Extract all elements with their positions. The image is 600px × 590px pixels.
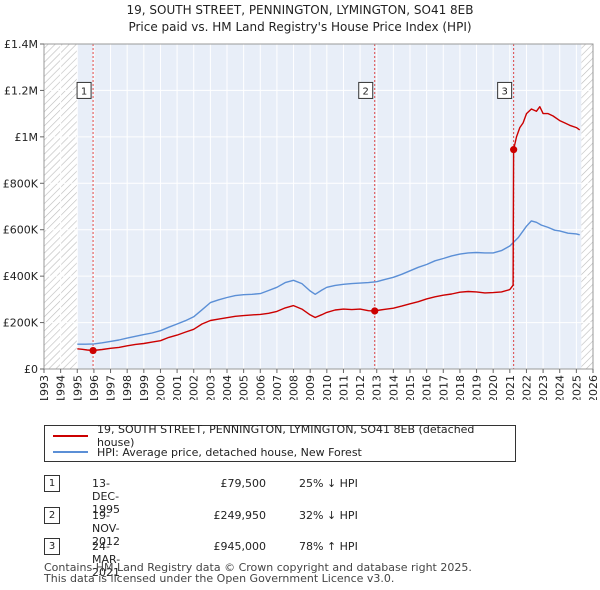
y-tick-label: £800K bbox=[3, 177, 39, 190]
x-tick-label: 2003 bbox=[204, 375, 217, 400]
transaction-marker-box bbox=[76, 81, 92, 99]
x-tick-label: 2007 bbox=[271, 375, 284, 400]
sale-point bbox=[510, 146, 518, 154]
x-tick-label: 2024 bbox=[554, 375, 567, 400]
transaction-price: £79,500 bbox=[220, 477, 267, 490]
legend-label-hpi: HPI: Average price, detached house, New … bbox=[97, 445, 362, 459]
transaction-hpi: 78% ↑ HPI bbox=[299, 540, 358, 553]
x-tick-label: 2014 bbox=[387, 375, 400, 400]
x-tick-label: 2012 bbox=[354, 375, 367, 400]
transaction-number: 1 bbox=[44, 475, 60, 492]
transaction-marker-box bbox=[358, 81, 374, 99]
transaction-number: 3 bbox=[44, 538, 60, 555]
transaction-price: £945,000 bbox=[213, 540, 267, 553]
transaction-date: 19-NOV-2012 bbox=[92, 509, 120, 548]
x-tick-label: 1999 bbox=[138, 375, 151, 400]
legend-swatch-hpi bbox=[53, 451, 88, 453]
x-tick-label: 2025 bbox=[570, 375, 583, 400]
x-tick-label: 2022 bbox=[520, 375, 533, 400]
footer-copyright: Contains HM Land Registry data © Crown c… bbox=[44, 561, 472, 574]
x-tick-label: 2018 bbox=[454, 375, 467, 400]
property-series-line bbox=[77, 105, 581, 352]
x-tick-label: 2009 bbox=[304, 375, 317, 400]
y-tick-label: £1.4M bbox=[4, 38, 38, 51]
legend: 19, SOUTH STREET, PENNINGTON, LYMINGTON,… bbox=[44, 423, 516, 462]
x-tick-label: 2001 bbox=[171, 375, 184, 400]
hatched-region-after bbox=[581, 44, 593, 369]
y-tick-label: £0 bbox=[24, 363, 38, 376]
x-tick-label: 2013 bbox=[371, 375, 384, 400]
legend-swatch-property bbox=[53, 435, 88, 437]
chart-subtitle: Price paid vs. HM Land Registry's House … bbox=[128, 20, 472, 34]
x-tick-label: 2023 bbox=[537, 375, 550, 400]
legend-item-property: 19, SOUTH STREET, PENNINGTON, LYMINGTON,… bbox=[53, 423, 515, 449]
x-tick-label: 2011 bbox=[337, 375, 350, 400]
x-tick-label: 1993 bbox=[38, 375, 51, 400]
footer-licence: This data is licensed under the Open Gov… bbox=[44, 572, 395, 585]
y-tick-label: £1.2M bbox=[4, 84, 38, 97]
x-tick-label: 2005 bbox=[238, 375, 251, 400]
y-tick-label: £1M bbox=[15, 131, 39, 144]
transaction-date: 24-MAR-2021 bbox=[92, 540, 121, 579]
x-tick-label: 2004 bbox=[221, 375, 234, 400]
legend-label-property: 19, SOUTH STREET, PENNINGTON, LYMINGTON,… bbox=[96, 423, 475, 449]
transaction-marker-label: 2 bbox=[363, 86, 369, 97]
x-tick-label: 1994 bbox=[55, 375, 68, 400]
y-tick-label: £200K bbox=[3, 317, 39, 330]
x-tick-label: 2026 bbox=[587, 375, 600, 400]
y-tick-label: £600K bbox=[3, 224, 39, 237]
x-tick-label: 2000 bbox=[154, 375, 167, 400]
x-tick-label: 1998 bbox=[121, 375, 134, 400]
x-tick-label: 2006 bbox=[254, 375, 267, 400]
transaction-marker-label: 3 bbox=[501, 86, 507, 97]
transaction-marker-label: 1 bbox=[81, 86, 87, 97]
x-tick-label: 2008 bbox=[288, 375, 301, 400]
transaction-price: £249,950 bbox=[213, 509, 267, 522]
transaction-number: 2 bbox=[44, 507, 60, 524]
x-tick-label: 2002 bbox=[188, 375, 201, 400]
sale-point bbox=[371, 307, 379, 315]
transaction-hpi: 32% ↓ HPI bbox=[299, 509, 358, 522]
price-chart: 1 2 3 £0 £200K £400K £600K £800K £1M £1.2M £1.4M 1… bbox=[3, 38, 600, 400]
sale-point bbox=[89, 346, 97, 355]
chart-title: 19, SOUTH STREET, PENNINGTON, LYMINGTON,… bbox=[126, 3, 474, 17]
transaction-date: 13-DEC-1995 bbox=[92, 477, 120, 516]
y-tick-label: £400K bbox=[3, 270, 39, 283]
x-tick-label: 2017 bbox=[437, 375, 450, 400]
transaction-marker-box bbox=[497, 81, 513, 99]
x-tick-label: 2020 bbox=[487, 375, 500, 400]
x-tick-label: 1995 bbox=[71, 375, 84, 400]
x-tick-label: 2016 bbox=[421, 375, 434, 400]
x-tick-label: 2019 bbox=[471, 375, 484, 400]
x-tick-label: 2015 bbox=[404, 375, 417, 400]
transaction-hpi: 25% ↓ HPI bbox=[299, 477, 358, 490]
legend-item-hpi: HPI: Average price, detached house, New … bbox=[53, 445, 362, 459]
plot-frame bbox=[43, 43, 594, 370]
x-tick-label: 1997 bbox=[105, 375, 118, 400]
x-tick-label: 2021 bbox=[504, 375, 517, 400]
x-tick-label: 1996 bbox=[88, 375, 101, 400]
x-tick-label: 2010 bbox=[321, 375, 334, 400]
